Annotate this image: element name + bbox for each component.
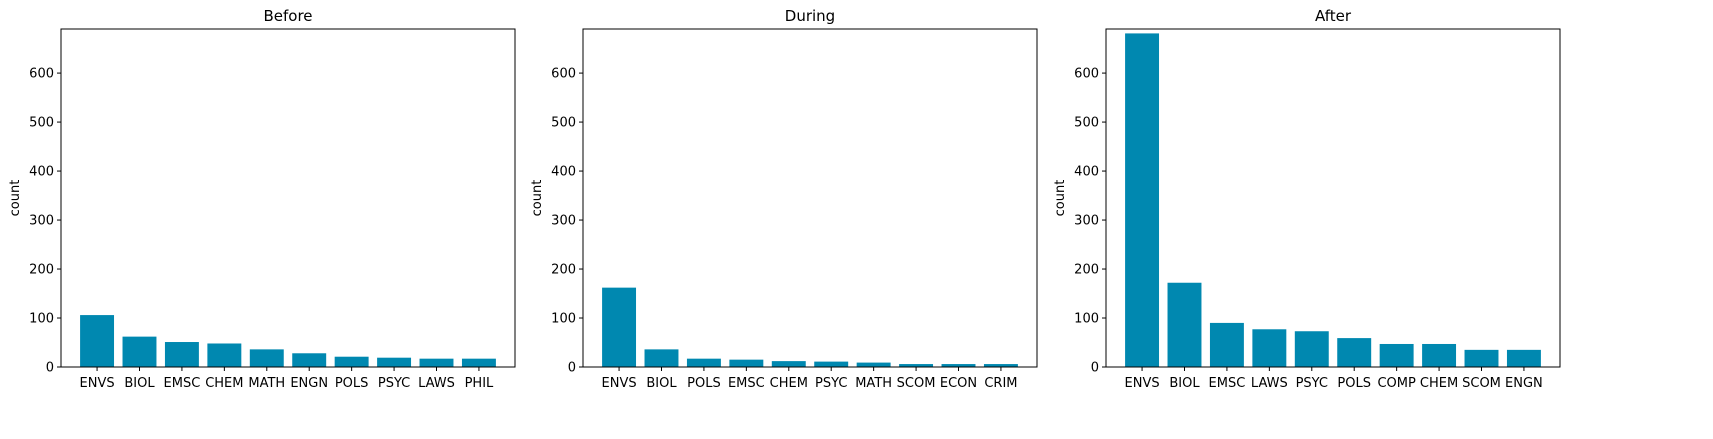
bar-biol [644, 349, 679, 367]
x-tick-label: BIOL [124, 376, 155, 391]
x-tick-label: PHIL [465, 376, 494, 391]
bar-pols [1337, 338, 1372, 367]
y-tick-label: 100 [551, 312, 576, 327]
y-tick-label: 400 [551, 165, 576, 180]
x-tick-label: ENGN [290, 376, 328, 391]
bar-envs [1125, 33, 1160, 367]
y-tick-label: 500 [551, 116, 576, 131]
x-tick-label: PSYC [815, 376, 847, 391]
bar-laws [1252, 329, 1287, 367]
bar-math [249, 349, 284, 367]
x-tick-label: LAWS [418, 376, 455, 391]
x-tick-label: COMP [1377, 376, 1416, 391]
y-tick-label: 300 [1074, 214, 1099, 229]
x-tick-label: PSYC [378, 376, 410, 391]
bar-biol [122, 336, 157, 367]
chart-title: During [785, 7, 835, 25]
x-tick-label: ENVS [80, 376, 115, 391]
x-tick-label: MATH [248, 376, 285, 391]
chart-title: Before [263, 7, 312, 25]
y-axis-label: count [530, 180, 545, 217]
y-tick-label: 400 [29, 165, 54, 180]
x-tick-label: POLS [687, 376, 721, 391]
y-tick-label: 600 [29, 67, 54, 82]
bar-scom [1464, 349, 1499, 367]
bar-engn [1506, 349, 1541, 367]
bar-biol [1167, 282, 1202, 367]
x-tick-label: POLS [1337, 376, 1371, 391]
bar-chem [771, 361, 806, 367]
bar-scom [899, 364, 934, 367]
x-tick-label: SCOM [897, 376, 936, 391]
bar-envs [602, 287, 637, 367]
x-tick-label: CHEM [205, 376, 243, 391]
x-tick-label: ENVS [602, 376, 637, 391]
x-tick-label: MATH [855, 376, 892, 391]
x-tick-label: PSYC [1296, 376, 1328, 391]
chart-panel-1: 0 100 200 300 400 500 600 ENVS BIOL EMSC CHEM MATH E… [8, 7, 516, 391]
bar-emsc [729, 359, 764, 367]
y-tick-label: 300 [29, 214, 54, 229]
bar-comp [1379, 343, 1414, 367]
chart-panel-2: 0 100 200 300 400 500 600 ENVS BIOL POLS EMSC CHEM P… [530, 7, 1038, 391]
bar-emsc [164, 342, 199, 367]
chart-panel-3: 0 100 200 300 400 500 600 ENVS BIOL EMSC LAWS PSYC P… [1053, 7, 1561, 391]
bar-crim [983, 364, 1018, 367]
x-tick-label: EMSC [728, 376, 765, 391]
bar-pols [334, 356, 369, 367]
y-tick-label: 500 [29, 116, 54, 131]
y-tick-label: 300 [551, 214, 576, 229]
y-tick-label: 600 [1074, 67, 1099, 82]
x-tick-label: ENVS [1125, 376, 1160, 391]
chart-title: After [1315, 7, 1352, 25]
bar-envs [80, 315, 115, 367]
y-tick-label: 100 [29, 312, 54, 327]
y-tick-label: 200 [29, 263, 54, 278]
bar-econ [941, 364, 976, 367]
bar-chem [1422, 343, 1457, 367]
y-tick-label: 400 [1074, 165, 1099, 180]
axes-frame [60, 28, 516, 368]
x-tick-label: ECON [940, 376, 977, 391]
y-tick-label: 500 [1074, 116, 1099, 131]
bar-psyc [377, 357, 412, 367]
x-tick-label: BIOL [646, 376, 677, 391]
y-tick-label: 0 [568, 361, 576, 376]
bar-engn [292, 353, 327, 367]
x-tick-label: POLS [335, 376, 369, 391]
x-tick-label: EMSC [164, 376, 201, 391]
bar-math [856, 362, 891, 367]
y-tick-label: 200 [1074, 263, 1099, 278]
x-tick-label: LAWS [1251, 376, 1288, 391]
bar-psyc [1294, 331, 1329, 367]
bar-phil [461, 358, 496, 367]
y-tick-label: 0 [46, 361, 54, 376]
bar-emsc [1209, 322, 1244, 367]
x-tick-label: ENGN [1505, 376, 1543, 391]
y-tick-label: 600 [551, 67, 576, 82]
y-axis-label: count [1053, 180, 1068, 217]
x-tick-label: SCOM [1462, 376, 1501, 391]
x-tick-label: CHEM [1420, 376, 1458, 391]
bar-psyc [814, 361, 849, 367]
x-tick-label: CRIM [984, 376, 1017, 391]
y-tick-label: 0 [1091, 361, 1099, 376]
bar-laws [419, 358, 454, 367]
x-tick-label: CHEM [770, 376, 808, 391]
bar-pols [686, 358, 721, 367]
y-tick-label: 100 [1074, 312, 1099, 327]
x-tick-label: BIOL [1169, 376, 1200, 391]
axes-frame [1105, 28, 1561, 368]
y-tick-label: 200 [551, 263, 576, 278]
axes-frame [582, 28, 1038, 368]
bar-chem [207, 343, 242, 367]
x-tick-label: EMSC [1209, 376, 1246, 391]
y-axis-label: count [8, 180, 23, 217]
